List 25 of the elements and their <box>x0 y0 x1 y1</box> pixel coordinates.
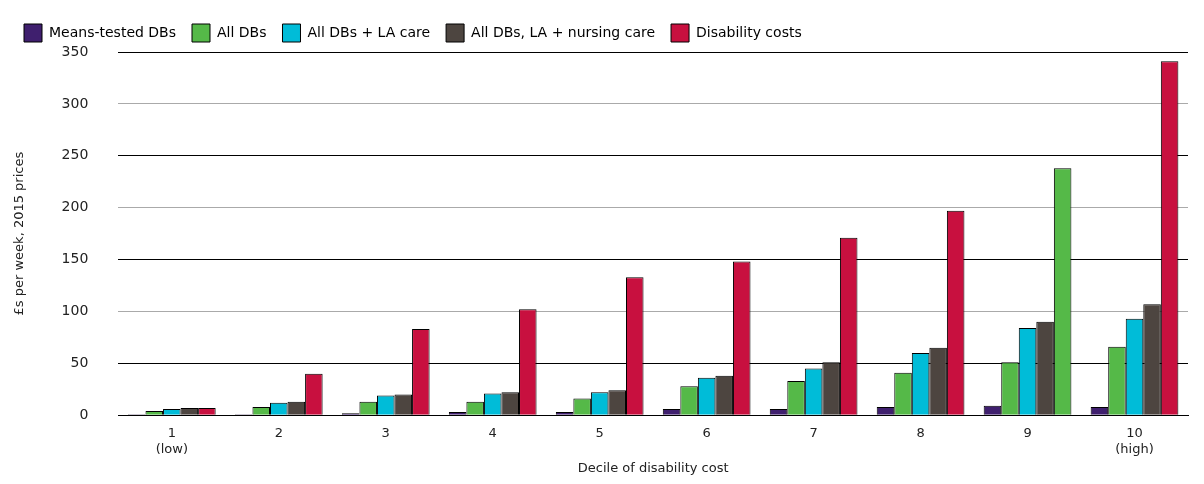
legend-label: Disability costs <box>696 23 802 40</box>
y-tick-label: 150 <box>61 250 89 267</box>
x-tick-label: 7 <box>809 425 818 441</box>
y-tick-label: 100 <box>61 302 89 319</box>
y-tick-label: 0 <box>79 405 89 422</box>
legend-label: Means-tested DBs <box>49 23 177 40</box>
x-tick-label: 6 <box>702 425 711 441</box>
x-tick-label: 10 (high) <box>1115 425 1154 456</box>
x-tick-label: 9 <box>1023 425 1032 441</box>
x-tick-label: 3 <box>381 425 390 441</box>
legend-label: All DBs <box>217 23 267 40</box>
y-axis-title: £s per week, 2015 prices <box>11 151 27 316</box>
y-tick-label: 300 <box>61 94 89 111</box>
x-tick-label: 8 <box>916 425 925 441</box>
x-tick-label: 5 <box>595 425 604 441</box>
x-tick-label: 2 <box>274 425 283 441</box>
y-tick-label: 200 <box>61 198 89 215</box>
y-tick-label: 350 <box>61 42 89 59</box>
legend-label: All DBs + LA care <box>307 23 431 40</box>
y-tick-label: 50 <box>70 353 89 370</box>
legend-label: All DBs, LA + nursing care <box>471 23 656 40</box>
x-axis-title: Decile of disability cost <box>577 459 729 475</box>
x-tick-label: 1 (low) <box>155 425 188 456</box>
x-tick-label: 4 <box>488 425 497 441</box>
y-tick-label: 250 <box>61 146 89 163</box>
